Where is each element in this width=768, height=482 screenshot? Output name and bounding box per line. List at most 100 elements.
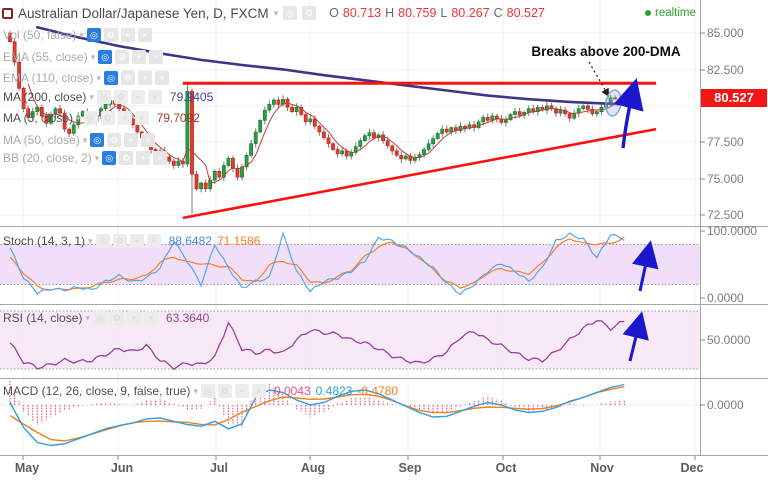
overlays [0, 0, 768, 460]
indicator-label[interactable]: Stoch (14, 3, 1) [3, 234, 86, 248]
price-label: 82.500 [707, 63, 744, 77]
close-icon[interactable]: × [153, 151, 168, 165]
eye-icon[interactable]: ◎ [90, 133, 105, 147]
legend-row-ema55: EMA (55, close) ▾ ◎ ⚙ + × [3, 49, 164, 65]
symbol-title[interactable]: Australian Dollar/Japanese Yen, D, FXCM [18, 5, 269, 21]
close-icon[interactable]: × [149, 50, 164, 64]
plus-icon[interactable]: + [138, 71, 153, 85]
stoch-d-value: 71.1586 [216, 234, 261, 248]
gear-icon[interactable]: ⚙ [119, 151, 134, 165]
chevron-down-icon[interactable]: ▾ [273, 7, 279, 18]
eye-icon[interactable]: ◎ [83, 111, 98, 125]
close-icon[interactable]: × [141, 133, 156, 147]
eye-icon[interactable]: ◎ [98, 50, 113, 64]
chevron-down-icon[interactable]: ▾ [79, 29, 84, 40]
high-value: 80.759 [398, 6, 437, 20]
rsi-axis-label: 50.0000 [707, 333, 751, 347]
chevron-down-icon[interactable]: ▾ [193, 385, 198, 396]
eye-icon[interactable]: ◎ [200, 384, 215, 398]
plus-icon[interactable]: + [120, 28, 135, 42]
indicator-label[interactable]: MACD (12, 26, close, 9, false, true) [3, 384, 191, 398]
gear-icon[interactable]: ⚙ [115, 50, 130, 64]
indicator-label[interactable]: BB (20, close, 2) [3, 151, 92, 165]
legend-row-vol: Vol (50, false) ▾ ◎ ⚙ + × [3, 27, 152, 43]
gear-icon[interactable]: ⚙ [121, 71, 136, 85]
gear-icon[interactable]: ⚙ [217, 384, 232, 398]
stoch-band [0, 244, 700, 285]
gear-icon[interactable]: ⚙ [100, 111, 115, 125]
close-icon[interactable]: × [251, 384, 266, 398]
indicator-label[interactable]: MA (50, close) [3, 133, 80, 147]
plus-icon[interactable]: + [117, 111, 132, 125]
chevron-down-icon[interactable]: ▾ [96, 72, 102, 83]
plus-icon[interactable]: + [124, 133, 139, 147]
eye-icon[interactable]: ◎ [96, 90, 111, 104]
indicator-value: 79.7092 [156, 111, 200, 125]
gear-icon[interactable]: ⚙ [103, 28, 118, 42]
eye-icon[interactable]: ◎ [102, 151, 117, 165]
axis-ticks [22, 32, 705, 460]
last-price-badge: 80.527 [701, 89, 767, 107]
plus-icon[interactable]: + [129, 234, 144, 248]
stoch-axis-label: 0.0000 [707, 291, 744, 305]
indicator-value: 79.9405 [169, 90, 214, 104]
indicator-label[interactable]: MA (200, close) [3, 90, 87, 104]
legend-row-macd: MACD (12, 26, close, 9, false, true) ▾ ◎ ⚙… [3, 383, 398, 399]
gear-icon[interactable]: ⚙ [107, 133, 122, 147]
stoch-k-value: 88.6482 [168, 234, 212, 248]
close-icon[interactable]: × [146, 234, 161, 248]
breakout-arrow-rsi[interactable] [622, 311, 649, 362]
annotation-text[interactable]: Breaks above 200-DMA [531, 44, 681, 59]
breakout-arrow-main[interactable] [613, 78, 644, 149]
legend-row-ma200: MA (200, close) ▾ ◎ ⚙ + × 79.9405 [3, 89, 213, 105]
chevron-down-icon[interactable]: ▾ [82, 134, 88, 145]
plus-icon[interactable]: + [132, 50, 147, 64]
chart-series [8, 25, 657, 447]
chevron-down-icon[interactable]: ▾ [90, 51, 96, 62]
chevron-down-icon[interactable]: ▾ [88, 235, 93, 246]
open-value: 80.713 [342, 6, 382, 20]
month-label: Jun [110, 461, 134, 475]
gear-icon[interactable]: ⚙ [112, 234, 127, 248]
indicator-label[interactable]: EMA (55, close) [3, 50, 88, 64]
chevron-down-icon[interactable]: ▾ [89, 91, 94, 102]
eye-icon[interactable]: ◎ [86, 28, 101, 42]
eye-icon[interactable]: ◎ [104, 71, 119, 85]
chevron-down-icon[interactable]: ▾ [94, 152, 100, 163]
close-icon[interactable]: × [134, 111, 149, 125]
plus-icon[interactable]: + [126, 311, 141, 325]
close-icon[interactable]: × [147, 90, 162, 104]
plus-icon[interactable]: + [234, 384, 249, 398]
month-label: Aug [300, 461, 326, 475]
price-label: 75.000 [707, 172, 744, 186]
price-label: 85.000 [707, 26, 744, 40]
close-value: 80.527 [506, 6, 545, 20]
stoch-axis-label: 100.0000 [707, 224, 758, 238]
plus-icon[interactable]: + [130, 90, 145, 104]
gear-icon[interactable]: ⚙ [109, 311, 124, 325]
realtime-status: realtime [645, 7, 696, 19]
plus-icon[interactable]: + [136, 151, 151, 165]
indicator-label[interactable]: Vol (50, false) [3, 28, 77, 42]
close-icon[interactable]: × [155, 71, 170, 85]
legend-row-ema110: EMA (110, close) ▾ ◎ ⚙ + × [3, 70, 170, 86]
eye-icon[interactable]: ◎ [283, 6, 298, 20]
indicator-label[interactable]: MA (5, close) [3, 111, 74, 125]
close-icon[interactable]: × [143, 311, 158, 325]
chevron-down-icon[interactable]: ▾ [76, 112, 81, 123]
eye-icon[interactable]: ◎ [92, 311, 107, 325]
macd-hist-value: 0.0043 [273, 384, 311, 398]
annotation-pointer-line[interactable] [588, 61, 610, 98]
indicator-label[interactable]: EMA (110, close) [3, 71, 94, 85]
breakout-arrow-stoch[interactable] [632, 240, 659, 292]
indicator-label[interactable]: RSI (14, close) [3, 311, 83, 325]
chevron-down-icon[interactable]: ▾ [85, 312, 90, 323]
legend-row-bb: BB (20, close, 2) ▾ ◎ ⚙ + × [3, 150, 168, 166]
gear-icon[interactable]: ⚙ [113, 90, 128, 104]
gear-icon[interactable]: ⚙ [302, 6, 317, 20]
rsi-value: 63.3640 [165, 311, 210, 325]
close-icon[interactable]: × [137, 28, 152, 42]
eye-icon[interactable]: ◎ [95, 234, 110, 248]
realtime-label: realtime [655, 7, 696, 19]
month-label: Oct [495, 461, 517, 475]
